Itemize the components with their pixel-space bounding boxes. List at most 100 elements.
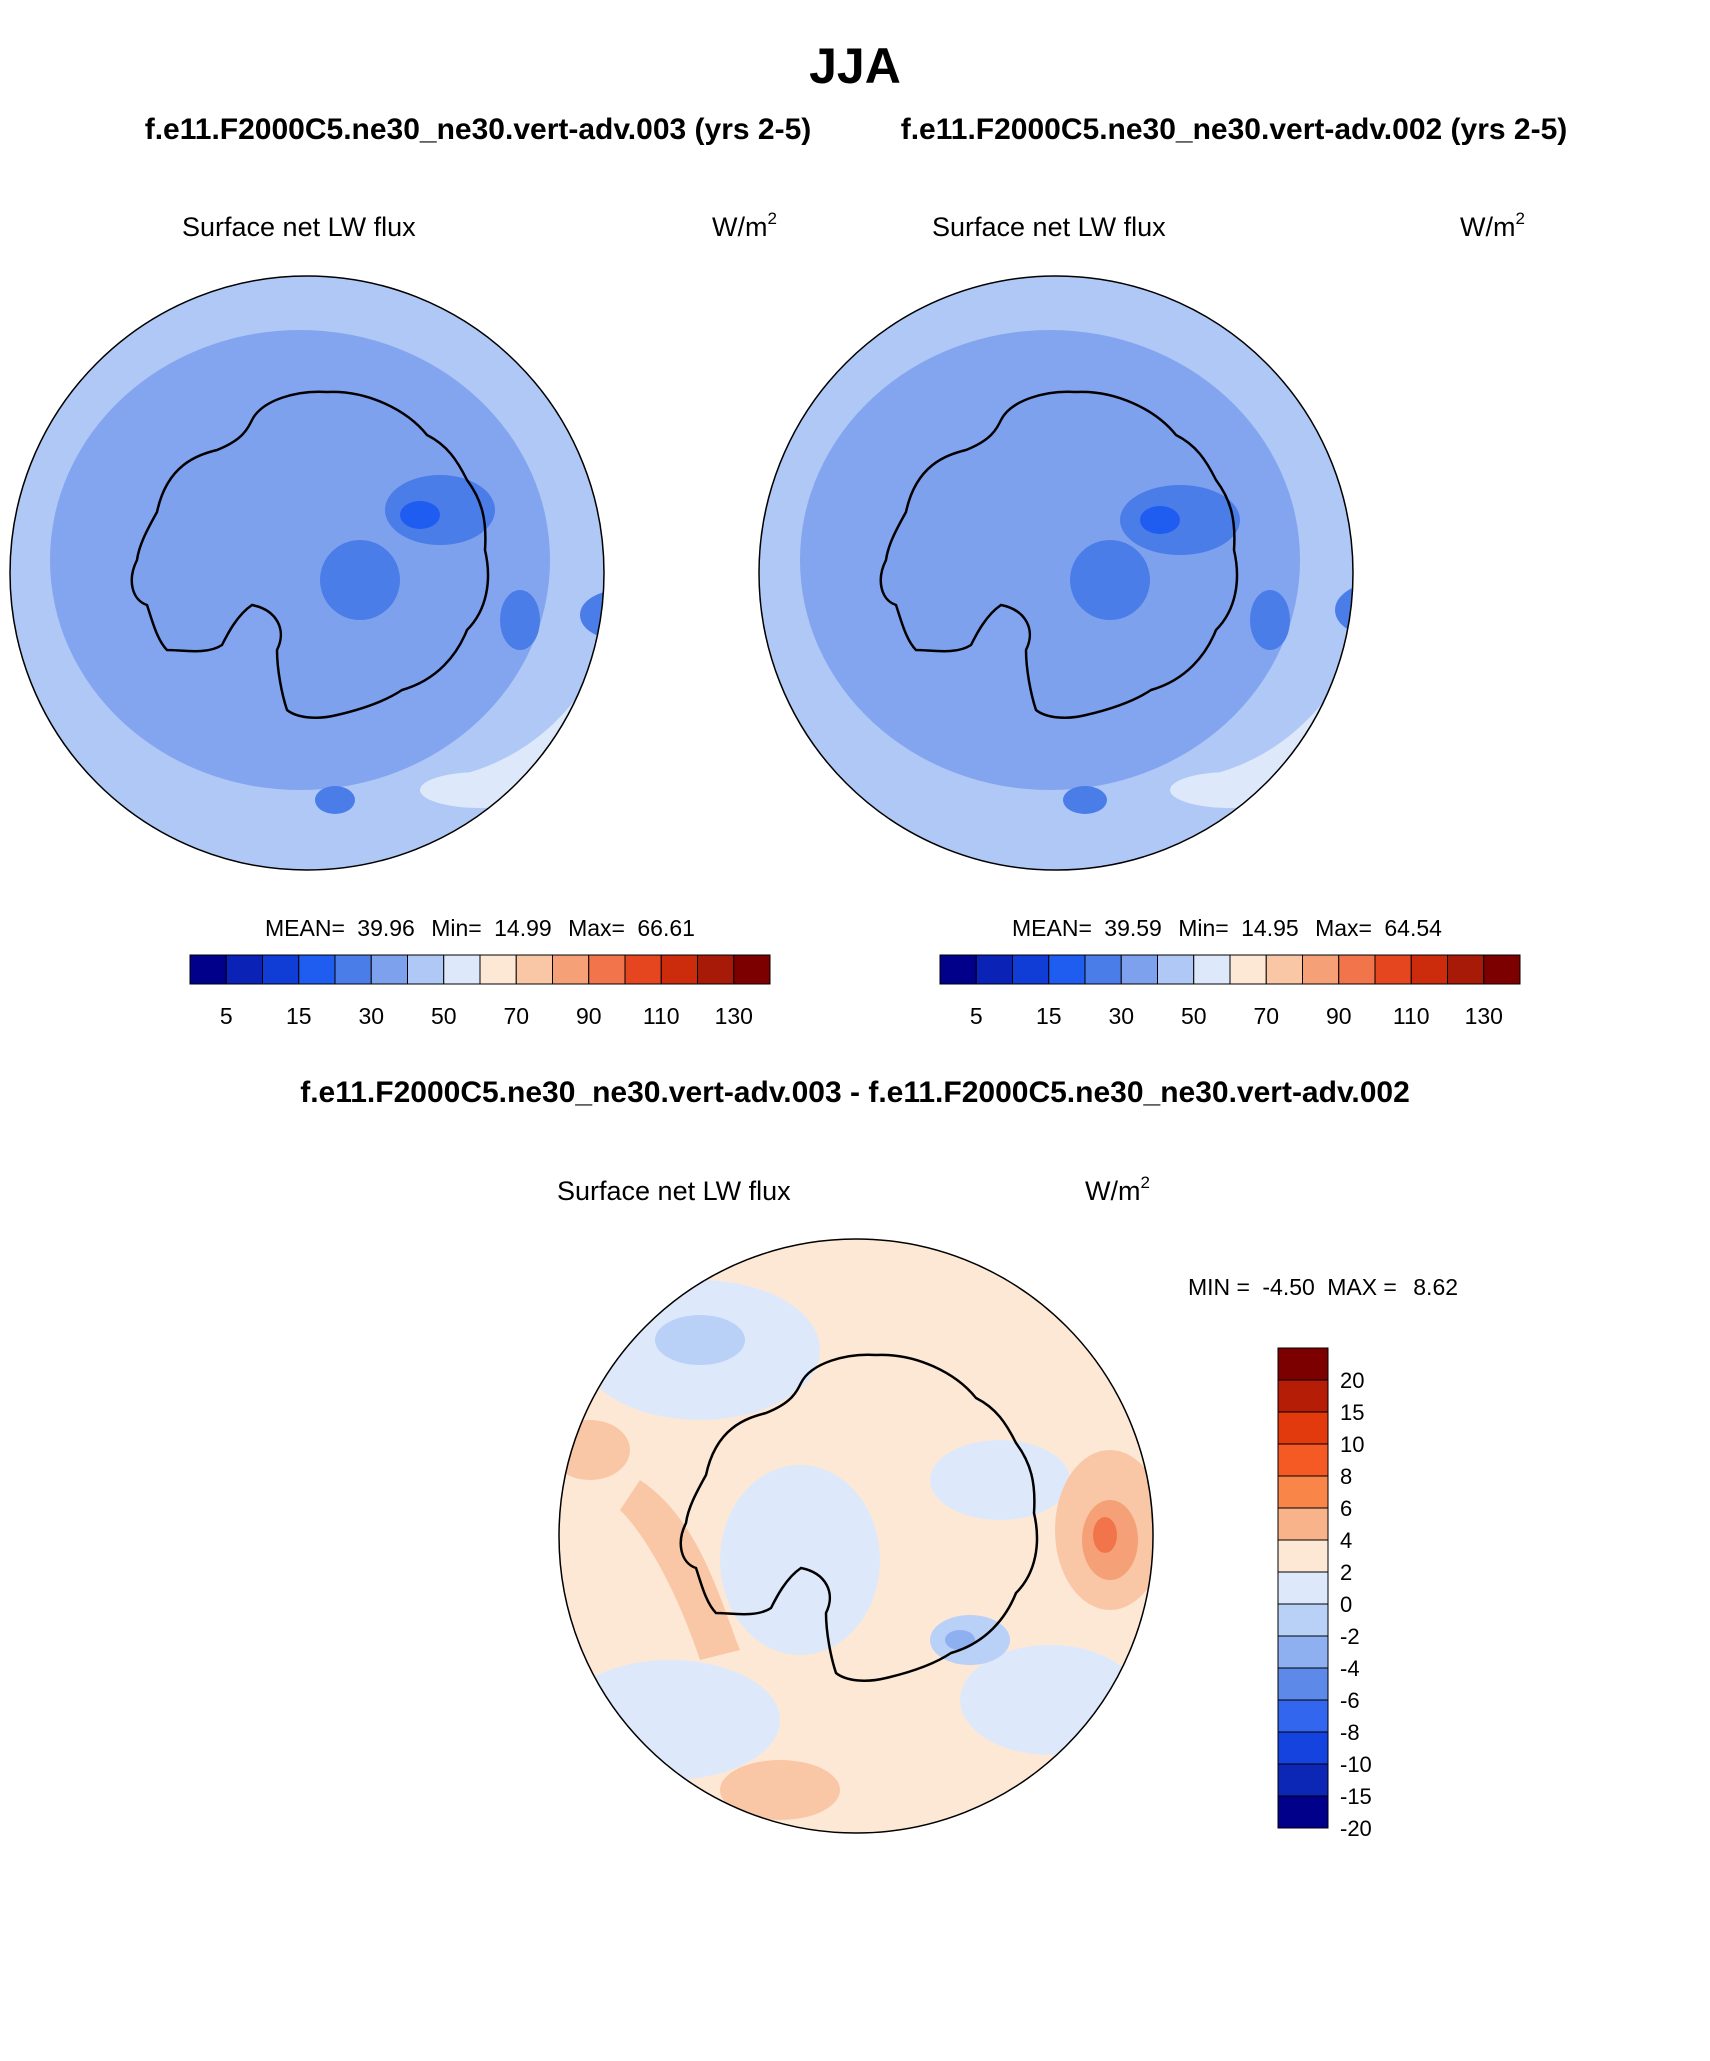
panel-b-colorbar-tick-label: 50 bbox=[1181, 1003, 1207, 1029]
panel-c-colorbar-tick-label: -15 bbox=[1340, 1784, 1372, 1809]
panel-a-low-patch-2 bbox=[580, 590, 604, 640]
panel-b-colorbar-box bbox=[1229, 954, 1267, 985]
panel-c-colorbar-box bbox=[1277, 1667, 1329, 1701]
panel-c-field bbox=[559, 1239, 1153, 1833]
panel-a-min-label: Min= bbox=[431, 915, 482, 941]
panel-b-low-patch-5 bbox=[1063, 786, 1107, 814]
panel-a-colorbar-box bbox=[552, 954, 590, 985]
panel-a-units: W/m2 bbox=[712, 209, 777, 242]
panel-c-colorbar-box bbox=[1277, 1379, 1329, 1413]
panel-a-units-base: W/m bbox=[712, 212, 767, 242]
panel-c-min-label: MIN = bbox=[1188, 1274, 1250, 1300]
panel-c-colorbar-tick-label: 20 bbox=[1340, 1368, 1364, 1393]
panel-a-max-label: Max= bbox=[568, 915, 625, 941]
panel-c-neg-region-4 bbox=[930, 1440, 1070, 1520]
panel-c-units-exp: 2 bbox=[1140, 1173, 1149, 1192]
panel-a-colorbar-box bbox=[262, 954, 300, 985]
panel-c-pos-patch-2 bbox=[720, 1760, 840, 1820]
panel-c-colorbar-box bbox=[1277, 1539, 1329, 1573]
panel-b-colorbar-tick-label: 15 bbox=[1036, 1003, 1062, 1029]
panel-b-map-boundary bbox=[758, 275, 1354, 871]
panel-c-colorbar-box bbox=[1277, 1411, 1329, 1445]
panel-b-colorbar-tick-label: 90 bbox=[1326, 1003, 1352, 1029]
panel-c-colorbar-tick-label: -4 bbox=[1340, 1656, 1360, 1681]
panel-b-low-patch-4 bbox=[1250, 590, 1290, 650]
panel-b-colorbar-box bbox=[1374, 954, 1412, 985]
panel-b: Surface net LW flux W/m2 MEAN= 39. bbox=[758, 209, 1525, 1029]
panel-c-colorbar-tick-label: 6 bbox=[1340, 1496, 1352, 1521]
panel-a-colorbar-box bbox=[407, 954, 445, 985]
figure-title: JJA bbox=[809, 38, 901, 94]
panel-a-colorbar-tick-label: 5 bbox=[220, 1003, 233, 1029]
panel-a-field bbox=[10, 276, 604, 870]
panel-b-max: 64.54 bbox=[1384, 915, 1442, 941]
panel-b-colorbar-tick-label: 110 bbox=[1393, 1003, 1430, 1029]
panel-a-colorbar-tick-label: 90 bbox=[576, 1003, 602, 1029]
panel-c: Surface net LW flux W/m2 MIN bbox=[557, 1173, 1458, 1841]
panel-c-colorbar-tick-label: 2 bbox=[1340, 1560, 1352, 1585]
panel-b-colorbar-box bbox=[1410, 954, 1448, 985]
panel-a-colorbar: 5 15 30 50 70 90 110 130 bbox=[189, 954, 771, 1029]
panel-b-colorbar-tick-label: 130 bbox=[1465, 1003, 1503, 1029]
panel-b-colorbar: 5 15 30 50 70 90 110 130 bbox=[939, 954, 1521, 1029]
panel-b-colorbar-box bbox=[939, 954, 977, 985]
panel-c-colorbar-box bbox=[1277, 1795, 1329, 1829]
panel-c-colorbar-box bbox=[1277, 1763, 1329, 1797]
panel-a-mean: 39.96 bbox=[357, 915, 415, 941]
panel-c-colorbar-box bbox=[1277, 1347, 1329, 1381]
panel-a-min: 14.99 bbox=[494, 915, 552, 941]
panel-a-colorbar-box bbox=[443, 954, 481, 985]
panel-a: Surface net LW flux W/m2 MEAN= 39. bbox=[9, 209, 777, 1029]
panel-b-colorbar-tick-label: 30 bbox=[1108, 1003, 1134, 1029]
panel-a-low-patch-4 bbox=[500, 590, 540, 650]
panel-a-colorbar-box bbox=[370, 954, 408, 985]
panel-c-colorbar-tick-label: 15 bbox=[1340, 1400, 1364, 1425]
panel-c-map-boundary bbox=[558, 1238, 1154, 1834]
panel-b-colorbar-box bbox=[1338, 954, 1376, 985]
panel-b-min: 14.95 bbox=[1241, 915, 1299, 941]
panel-b-field bbox=[759, 276, 1353, 870]
panel-c-max-label: MAX = bbox=[1327, 1274, 1397, 1300]
panel-c-pos-patch-1 bbox=[559, 1420, 630, 1480]
panel-b-colorbar-box bbox=[1483, 954, 1521, 985]
panel-c-colorbar-tick-label: 0 bbox=[1340, 1592, 1352, 1617]
panel-a-colorbar-tick-label: 15 bbox=[286, 1003, 312, 1029]
panel-b-units: W/m2 bbox=[1460, 209, 1525, 242]
panel-b-low-patch-2 bbox=[1335, 582, 1353, 638]
panel-c-colorbar-box bbox=[1277, 1443, 1329, 1477]
panel-c-max: 8.62 bbox=[1413, 1274, 1458, 1300]
panel-b-lowest-patch bbox=[1140, 506, 1180, 534]
panel-c-pos-strip bbox=[620, 1480, 740, 1660]
panel-b-max-label: Max= bbox=[1315, 915, 1372, 941]
panel-a-colorbar-box bbox=[624, 954, 662, 985]
panel-c-units-base: W/m bbox=[1085, 1176, 1140, 1206]
panel-c-colorbar-box bbox=[1277, 1731, 1329, 1765]
panel-b-mean-label: MEAN= bbox=[1012, 915, 1092, 941]
panel-a-colorbar-tick-label: 50 bbox=[431, 1003, 457, 1029]
panel-b-colorbar-tick-label: 5 bbox=[970, 1003, 983, 1029]
panel-c-colorbar-tick-label: 8 bbox=[1340, 1464, 1352, 1489]
panel-a-colorbar-tick-label: 130 bbox=[715, 1003, 753, 1029]
panel-b-units-base: W/m bbox=[1460, 212, 1515, 242]
panel-c-colorbar-tick-label: -20 bbox=[1340, 1816, 1372, 1841]
panel-c-neg-region-2 bbox=[720, 1465, 880, 1655]
panel-b-variable: Surface net LW flux bbox=[932, 212, 1166, 242]
panel-c-colorbar-box bbox=[1277, 1699, 1329, 1733]
panel-a-colorbar-box bbox=[479, 954, 517, 985]
panel-a-lowest-patch bbox=[400, 501, 440, 529]
panel-c-colorbar-box bbox=[1277, 1603, 1329, 1637]
panel-c-colorbar-box bbox=[1277, 1571, 1329, 1605]
panel-c-neg-region-3 bbox=[560, 1660, 780, 1780]
panel-b-colorbar-tick-label: 70 bbox=[1253, 1003, 1279, 1029]
panel-a-colorbar-box bbox=[189, 954, 227, 985]
panel-b-colorbar-box bbox=[975, 954, 1013, 985]
panel-c-colorbar-box bbox=[1277, 1635, 1329, 1669]
panel-b-min-label: Min= bbox=[1178, 915, 1229, 941]
panel-a-colorbar-box bbox=[733, 954, 771, 985]
panel-a-variable: Surface net LW flux bbox=[182, 212, 416, 242]
panel-a-stats: MEAN= 39.96 Min= 14.99 Max= 66.61 bbox=[265, 915, 695, 941]
panel-a-colorbar-tick-label: 30 bbox=[358, 1003, 384, 1029]
panel-c-variable: Surface net LW flux bbox=[557, 1176, 791, 1206]
panel-b-colorbar-box bbox=[1120, 954, 1158, 985]
